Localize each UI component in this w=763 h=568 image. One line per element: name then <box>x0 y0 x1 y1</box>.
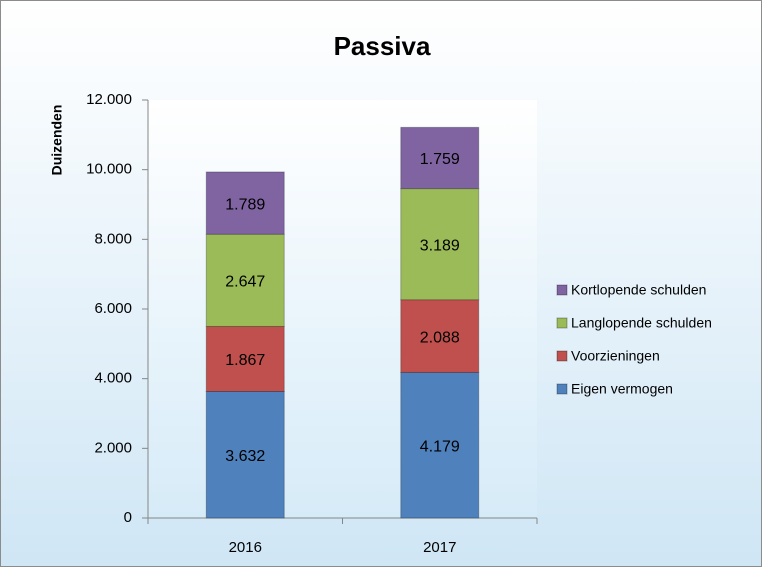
data-label: 2.088 <box>420 329 460 346</box>
legend-swatch <box>556 284 568 296</box>
data-label: 1.789 <box>225 196 265 213</box>
bar-segment <box>400 126 480 190</box>
data-label: 3.632 <box>225 448 265 465</box>
y-tick-label: 4.000 <box>94 370 132 387</box>
bar-segment <box>205 233 285 327</box>
data-label: 1.759 <box>420 151 460 168</box>
legend-swatch <box>556 350 568 362</box>
bar-segment <box>205 171 285 235</box>
bar-segment <box>400 188 480 301</box>
y-tick-label: 2.000 <box>94 439 132 456</box>
legend-label: Voorzieningen <box>571 348 660 364</box>
data-label: 3.189 <box>420 237 460 254</box>
chart-title: Passiva <box>334 31 431 61</box>
legend-swatch <box>556 317 568 329</box>
x-tick-label: 2016 <box>229 539 262 556</box>
legend-label: Kortlopende schulden <box>571 282 706 298</box>
data-label: 4.179 <box>420 438 460 455</box>
legend-label: Langlopende schulden <box>571 315 712 331</box>
y-axis-label: Duizenden <box>49 105 65 176</box>
data-label: 2.647 <box>225 274 265 291</box>
bar-segment <box>400 371 480 519</box>
legend-swatch <box>556 383 568 395</box>
bar-segment <box>205 390 285 519</box>
y-tick-label: 8.000 <box>94 230 132 247</box>
y-tick-label: 12.000 <box>86 91 132 108</box>
x-tick-label: 2017 <box>423 539 456 556</box>
y-tick-label: 10.000 <box>86 161 132 178</box>
data-label: 1.867 <box>225 352 265 369</box>
y-tick-label: 6.000 <box>94 300 132 317</box>
legend-label: Eigen vermogen <box>571 381 673 397</box>
bar-segment <box>205 325 285 392</box>
y-tick-label: 0 <box>124 509 132 526</box>
